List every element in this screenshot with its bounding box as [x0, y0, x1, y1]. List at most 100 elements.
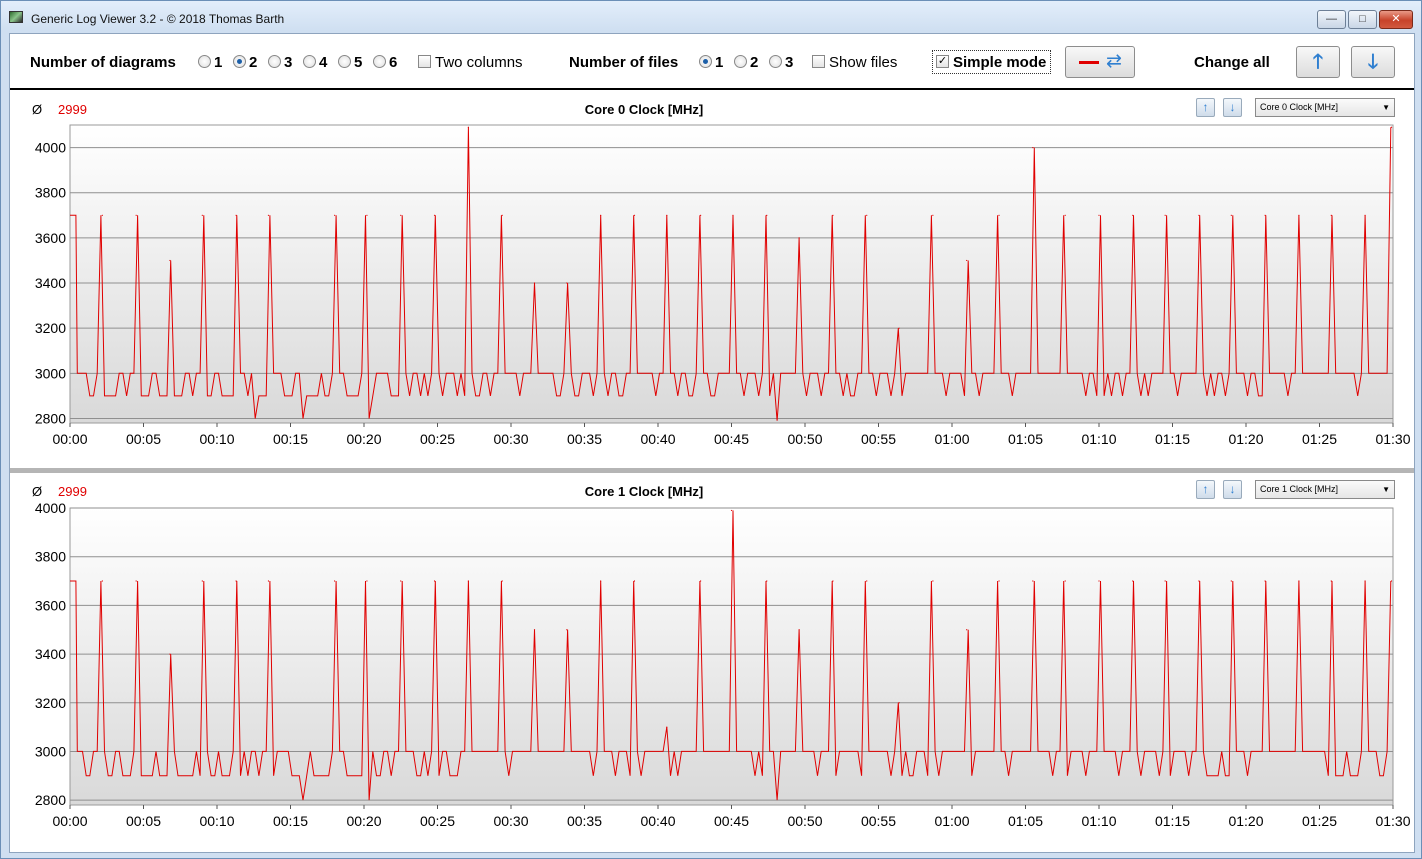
- data-point: [1298, 214, 1300, 216]
- data-point: [101, 580, 103, 582]
- data-point: [600, 214, 602, 216]
- data-point: [433, 214, 436, 216]
- title-bar[interactable]: Generic Log Viewer 3.2 - © 2018 Thomas B…: [1, 1, 1421, 33]
- data-point: [633, 214, 636, 216]
- x-tick-label: 00:45: [714, 813, 749, 829]
- y-tick-label: 3800: [35, 549, 66, 565]
- x-tick-label: 00:55: [861, 813, 896, 829]
- x-tick-label: 00:50: [787, 813, 822, 829]
- data-point: [169, 259, 171, 262]
- data-point: [966, 629, 968, 631]
- arrow-up-icon: ↑: [1202, 100, 1209, 114]
- y-tick-label: 3800: [35, 185, 66, 201]
- close-button[interactable]: ✕: [1379, 10, 1413, 29]
- data-point: [1364, 580, 1366, 582]
- data-point: [366, 214, 368, 216]
- sensor-select-value: Core 0 Clock [MHz]: [1260, 102, 1339, 112]
- data-point: [866, 214, 868, 216]
- x-tick-label: 00:20: [346, 431, 381, 447]
- data-point: [501, 214, 503, 216]
- panel-up-button[interactable]: ↑: [1196, 480, 1215, 499]
- data-point: [467, 126, 469, 128]
- color-refresh-button[interactable]: ⇄: [1065, 46, 1135, 78]
- move-down-all-button[interactable]: 🡓: [1351, 46, 1395, 78]
- maximize-button[interactable]: □: [1348, 10, 1377, 29]
- data-point: [201, 214, 203, 216]
- diagrams-radio-label: 2: [249, 54, 258, 71]
- two-columns-label: Two columns: [435, 54, 523, 71]
- diagrams-radio-4[interactable]: [303, 55, 316, 68]
- x-tick-label: 01:20: [1228, 813, 1263, 829]
- data-point: [1098, 580, 1100, 582]
- sensor-select-value: Core 1 Clock [MHz]: [1260, 484, 1339, 494]
- simple-mode-checkbox[interactable]: ✓: [936, 55, 949, 68]
- data-point: [334, 214, 336, 216]
- chart-title: Core 0 Clock [MHz]: [584, 102, 704, 117]
- files-radio-1[interactable]: [699, 55, 712, 68]
- arrow-down-icon: ↓: [1229, 100, 1236, 114]
- data-point: [898, 702, 900, 704]
- diagrams-radio-1[interactable]: [198, 55, 211, 68]
- x-tick-label: 00:20: [346, 813, 381, 829]
- x-tick-label: 00:05: [126, 431, 161, 447]
- diagrams-radio-5[interactable]: [338, 55, 351, 68]
- diagrams-radio-6[interactable]: [373, 55, 386, 68]
- diagrams-radio-label: 1: [214, 54, 223, 71]
- y-tick-label: 4000: [35, 500, 66, 516]
- data-point: [932, 580, 934, 582]
- show-files-checkbox[interactable]: [812, 55, 825, 68]
- simple-mode-focus: [932, 50, 1051, 74]
- x-tick-label: 01:25: [1302, 431, 1337, 447]
- y-tick-label: 3000: [35, 365, 66, 381]
- data-point: [966, 259, 968, 262]
- y-tick-label: 3600: [35, 597, 66, 613]
- data-point: [334, 580, 336, 582]
- x-tick-label: 00:15: [273, 813, 308, 829]
- x-tick-label: 01:05: [1008, 431, 1043, 447]
- x-tick-label: 00:30: [493, 813, 528, 829]
- sensor-select[interactable]: Core 1 Clock [MHz] ▼: [1255, 480, 1395, 499]
- y-tick-label: 2800: [35, 410, 66, 426]
- minimize-button[interactable]: —: [1317, 10, 1346, 29]
- data-point: [1064, 580, 1066, 582]
- data-point: [169, 653, 171, 655]
- x-tick-label: 00:10: [199, 431, 234, 447]
- data-point: [267, 580, 270, 582]
- data-point: [798, 629, 800, 631]
- data-point: [998, 580, 1000, 582]
- data-point: [666, 214, 668, 216]
- data-point: [998, 214, 1000, 216]
- data-point: [366, 580, 368, 582]
- data-point: [400, 580, 402, 582]
- app-icon: [9, 11, 23, 23]
- two-columns-checkbox[interactable]: [418, 55, 431, 68]
- diagram-panel-2: 2800 3000 3200 3400 3600 3800 4000 00:00 00:05 00…: [10, 474, 1414, 852]
- x-tick-label: 01:25: [1302, 813, 1337, 829]
- files-radio-2[interactable]: [734, 55, 747, 68]
- files-radio-label: 2: [750, 54, 759, 71]
- x-tick-label: 00:35: [567, 813, 602, 829]
- diagrams-radio-label: 3: [284, 54, 293, 71]
- data-point: [700, 580, 702, 582]
- files-radio-label: 1: [715, 54, 724, 71]
- files-radio-3[interactable]: [769, 55, 782, 68]
- data-point: [1098, 214, 1100, 216]
- data-point: [533, 282, 536, 284]
- panel-down-button[interactable]: ↓: [1223, 480, 1242, 499]
- x-tick-label: 00:40: [640, 431, 675, 447]
- data-point: [700, 214, 702, 216]
- data-point: [235, 214, 237, 216]
- sensor-select[interactable]: Core 0 Clock [MHz] ▼: [1255, 98, 1395, 117]
- refresh-icon: ⇄: [1106, 51, 1122, 72]
- diagrams-radio-3[interactable]: [268, 55, 281, 68]
- panel-down-button[interactable]: ↓: [1223, 98, 1242, 117]
- y-tick-label: 3600: [35, 230, 66, 246]
- client-area: Number of diagrams 1 2 3 4 5 6 Two columns Nu…: [9, 33, 1415, 853]
- files-label: Number of files: [569, 54, 679, 71]
- diagrams-radio-2[interactable]: [233, 55, 246, 68]
- x-tick-label: 00:55: [861, 431, 896, 447]
- data-point: [201, 580, 203, 582]
- panel-splitter[interactable]: [10, 468, 1414, 473]
- panel-up-button[interactable]: ↑: [1196, 98, 1215, 117]
- move-up-all-button[interactable]: 🡑: [1296, 46, 1340, 78]
